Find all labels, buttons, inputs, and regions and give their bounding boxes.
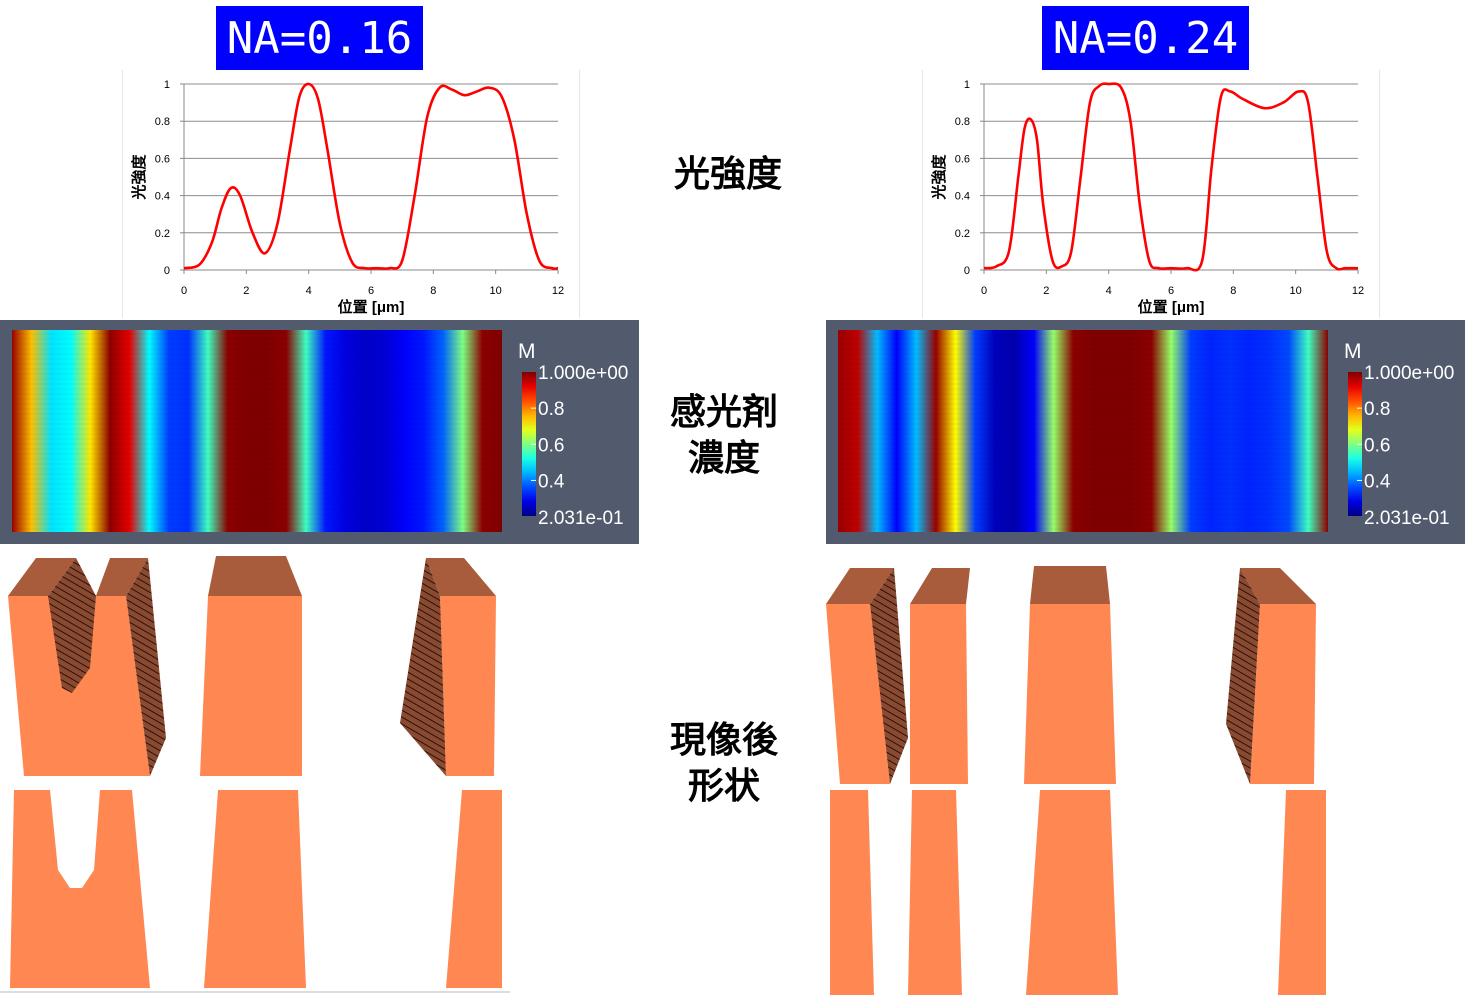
colorbar-tick-label: 0.8 bbox=[1364, 399, 1390, 420]
colorbar-tick-label: 0.8 bbox=[538, 399, 564, 420]
colorbar-tick-label: 0.4 bbox=[538, 471, 565, 492]
y-tick-label: 0.2 bbox=[955, 228, 970, 240]
x-tick-label: 12 bbox=[1352, 285, 1364, 297]
colorbar-tick-label: 0.6 bbox=[1364, 435, 1390, 456]
row-label-concentration-line1: 感光剤 bbox=[669, 392, 778, 433]
x-tick-label: 2 bbox=[243, 285, 249, 297]
colorbar-title: M bbox=[518, 340, 536, 363]
na-label-left: NA=0.16 bbox=[216, 6, 423, 70]
colorbar-title: M bbox=[1344, 340, 1362, 363]
x-tick-label: 8 bbox=[1230, 285, 1236, 297]
colorbar-max-label: 1.000e+00 bbox=[1364, 363, 1454, 384]
colorbar-tick-label: 0.4 bbox=[1364, 471, 1391, 492]
y-tick-label: 0.2 bbox=[155, 228, 170, 240]
intensity-chart-right: 0 0.2 0.4 0.6 0.8 1 0 2 4 6 8 10 12 位置 [μm] 光強度 bbox=[922, 70, 1380, 318]
y-tick-label: 0.6 bbox=[155, 153, 170, 165]
y-tick-label: 0.4 bbox=[155, 191, 170, 203]
resist-2d-left bbox=[0, 790, 510, 993]
heatmap-panel-right: M 1.000e+00 2.031e-01 0.8 0.6 0.4 bbox=[826, 320, 1465, 544]
heatmap-field bbox=[12, 330, 502, 532]
resist-shape-right-svg bbox=[826, 566, 1326, 995]
na-label-right: NA=0.24 bbox=[1042, 6, 1249, 70]
y-tick-label: 0.6 bbox=[955, 153, 970, 165]
x-tick-label: 0 bbox=[181, 285, 187, 297]
x-axis-label: 位置 [μm] bbox=[338, 298, 405, 316]
y-tick-label: 0 bbox=[964, 265, 970, 277]
x-tick-label: 8 bbox=[430, 285, 436, 297]
row-label-shape-line1: 現像後 bbox=[669, 720, 778, 761]
resist-shape-left bbox=[0, 548, 520, 995]
x-tick-label: 4 bbox=[1106, 285, 1112, 297]
colorbar-max-label: 1.000e+00 bbox=[538, 363, 628, 384]
heatmap-left-svg: M1.000e+00 2.031e-01 0.8 0.6 0.4 bbox=[12, 330, 628, 532]
intensity-series-line bbox=[983, 82, 1358, 272]
resist-3d-left bbox=[8, 556, 496, 776]
row-label-concentration-line2: 濃度 bbox=[687, 438, 760, 479]
y-tick-label: 1 bbox=[964, 79, 970, 91]
row-label-intensity-text: 光強度 bbox=[673, 154, 782, 195]
x-tick-label: 10 bbox=[490, 285, 502, 297]
x-tick-label: 2 bbox=[1043, 285, 1049, 297]
y-axis-label: 光強度 bbox=[930, 154, 948, 201]
x-tick-label: 0 bbox=[981, 285, 987, 297]
x-tick-label: 6 bbox=[1168, 285, 1174, 297]
y-tick-label: 1 bbox=[164, 79, 170, 91]
x-tick-label: 10 bbox=[1290, 285, 1302, 297]
x-tick-label: 12 bbox=[552, 285, 564, 297]
heatmap-right-svg: M1.000e+00 2.031e-01 0.8 0.6 0.4 bbox=[838, 330, 1454, 532]
y-tick-label: 0.4 bbox=[955, 191, 970, 203]
resist-2d-right bbox=[830, 790, 1326, 995]
row-label-concentration: 感光剤 濃度 bbox=[624, 390, 824, 482]
heatmap-field bbox=[838, 330, 1328, 532]
y-axis-label: 光強度 bbox=[130, 154, 148, 201]
x-tick-label: 6 bbox=[368, 285, 374, 297]
x-axis-label: 位置 [μm] bbox=[1138, 298, 1205, 316]
row-label-shape-line2: 形状 bbox=[687, 766, 760, 807]
y-tick-label: 0.8 bbox=[155, 116, 170, 128]
x-tick-label: 4 bbox=[306, 285, 312, 297]
intensity-chart-left: 0 0.2 0.4 0.6 0.8 1 0 2 4 6 8 10 12 位置 [μm] 光強度 bbox=[122, 70, 580, 318]
resist-3d-right bbox=[826, 566, 1316, 784]
colorbar-min-label: 2.031e-01 bbox=[538, 508, 624, 529]
row-label-shape: 現像後 形状 bbox=[624, 718, 824, 810]
colorbar-tick-label: 0.6 bbox=[538, 435, 564, 456]
resist-shape-left-svg bbox=[0, 556, 510, 993]
heatmap-panel-left: M 1.000e+00 2.031e-01 0.8 0.6 0.4 bbox=[0, 320, 639, 544]
colorbar-min-label: 2.031e-01 bbox=[1364, 508, 1450, 529]
y-tick-label: 0 bbox=[164, 265, 170, 277]
intensity-series-line bbox=[183, 82, 559, 270]
row-label-intensity: 光強度 bbox=[628, 152, 828, 198]
resist-shape-right bbox=[820, 548, 1340, 995]
y-tick-label: 0.8 bbox=[955, 116, 970, 128]
